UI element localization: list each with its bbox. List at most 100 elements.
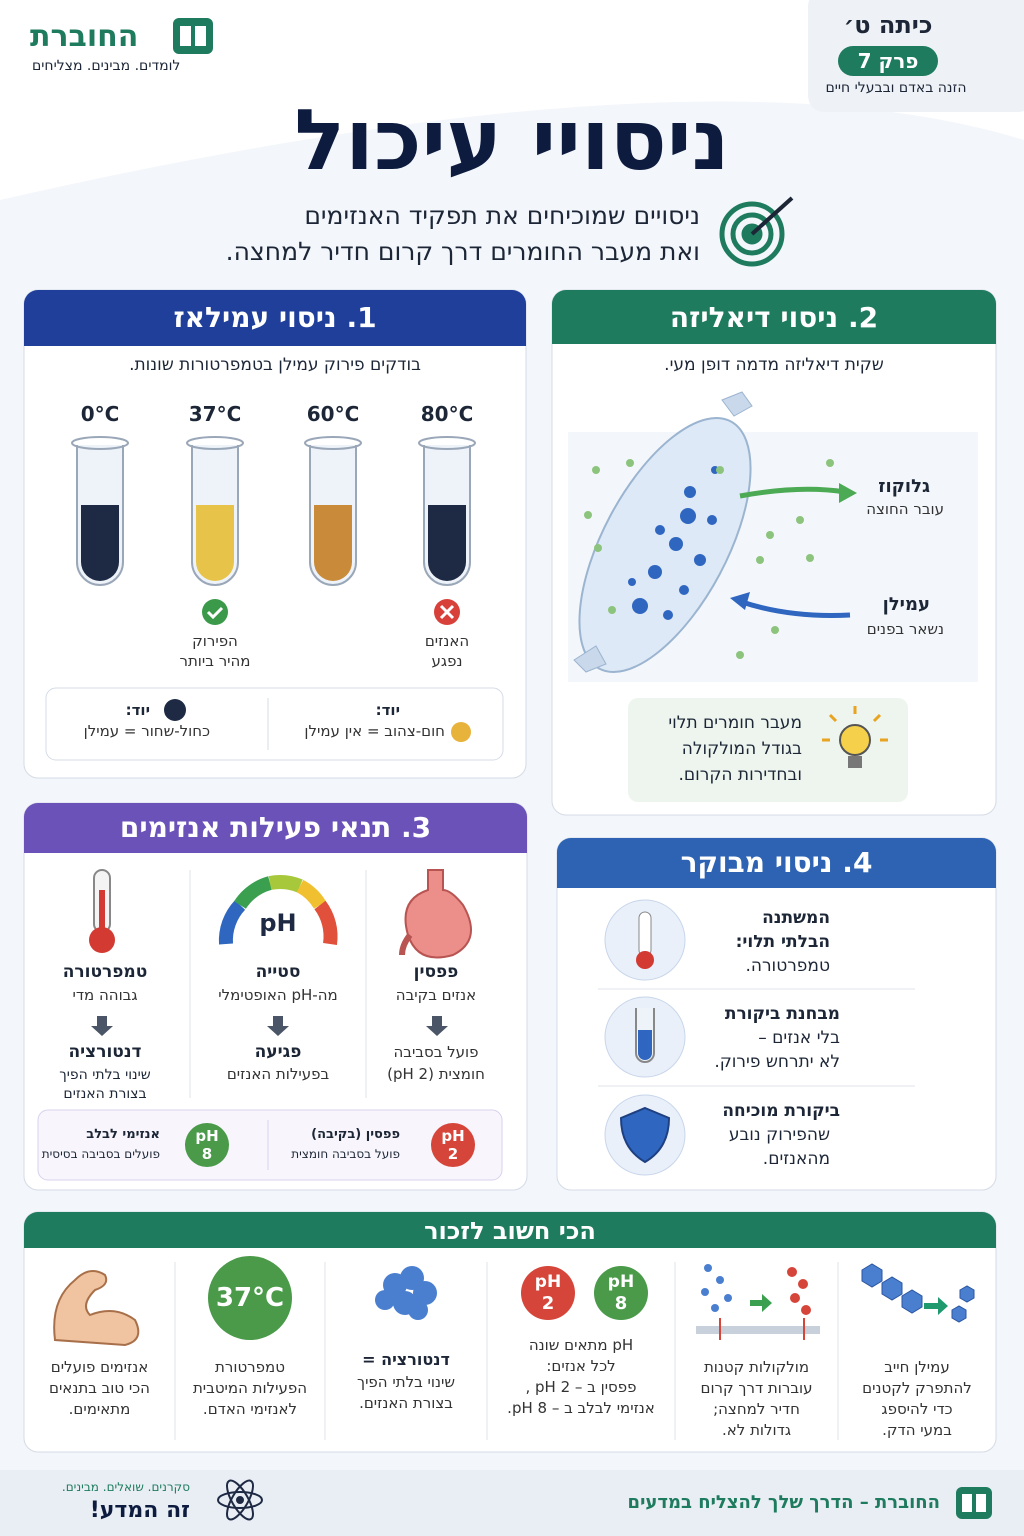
shape (741, 599, 851, 618)
column-name: סטייה (255, 962, 301, 982)
card-conditions (23, 802, 528, 1191)
shape (719, 201, 785, 267)
shape (962, 1494, 986, 1512)
shape (724, 1294, 732, 1302)
item-title: ביקורת מוכיחה (722, 1101, 840, 1121)
item-text: בלי אנזים – (758, 1028, 840, 1048)
shape (716, 1276, 724, 1284)
tube-temp: 37°C (188, 402, 242, 426)
chapter-pill (838, 46, 938, 76)
column-result: בפעילות האנזים (226, 1065, 330, 1083)
shape (796, 516, 804, 524)
summary-item-title: דנטורציה = (362, 1350, 450, 1369)
card-amylase (23, 289, 527, 779)
column-result: פועל בסביבה (393, 1043, 479, 1061)
shape (628, 578, 636, 586)
summary-text: לאנזימי האדם. (202, 1400, 298, 1418)
summary-text: עמילן חייב (884, 1358, 950, 1376)
summary-text: לכל אנזים: (546, 1357, 616, 1375)
shape (431, 1123, 475, 1167)
summary-text: להתפרק לקטנים (862, 1379, 972, 1397)
shape (628, 698, 908, 802)
shape (208, 1256, 292, 1340)
shape (696, 1326, 820, 1334)
summary-text: אנזימים פועלים (50, 1358, 149, 1376)
test-tubes (71, 436, 476, 586)
summary-text: הכי טוב בתנאים (49, 1379, 150, 1397)
badge-title: פפסין (בקיבה) (311, 1127, 400, 1142)
shape (451, 722, 471, 742)
chapter: פרק 7 (857, 49, 919, 73)
shape (787, 1267, 797, 1277)
atom-icon (217, 1479, 263, 1521)
shape (206, 606, 224, 620)
item-title: המשתנה (762, 908, 830, 928)
shape (314, 505, 352, 581)
shape (375, 1266, 437, 1320)
column-desc: אנזים בקיבה (395, 986, 477, 1004)
shape (628, 466, 719, 620)
shape (798, 1279, 808, 1289)
shape (91, 1016, 113, 1036)
shape (684, 486, 696, 498)
card-title: 2. ניסוי דיאליזה (669, 301, 879, 334)
molecule-desc: נשאר בפנים (866, 620, 944, 638)
shape (418, 436, 476, 450)
main-title: ניסויי עיכול (294, 91, 730, 189)
badge-desc: פועל בסביבה חומצית (291, 1147, 400, 1161)
column-desc: מה-pH האופטימלי (218, 986, 338, 1004)
shape (408, 1300, 428, 1320)
shape (584, 511, 592, 519)
badge-icon: pH (441, 1127, 465, 1145)
shape (901, 1289, 923, 1314)
iodine-legend-box (45, 687, 504, 761)
shape (174, 1262, 839, 1440)
shape (663, 610, 673, 620)
shape (521, 1266, 575, 1320)
shape (826, 459, 834, 467)
summary-text: חדיר למחצה; (713, 1400, 800, 1418)
shape (626, 459, 634, 467)
column-name: פפסין (413, 962, 459, 982)
shape (822, 706, 888, 742)
shape (428, 505, 466, 581)
shape (296, 879, 326, 909)
summary-text: כדי להיספג (881, 1400, 953, 1418)
down-arrows (91, 1016, 448, 1036)
shape (951, 1305, 967, 1323)
column-result: שינוי בלתי הפיך (59, 1067, 151, 1083)
target-icon (719, 196, 794, 267)
shape (314, 900, 338, 946)
shape (638, 911, 652, 957)
footer-motto: זה המדע! (89, 1498, 190, 1523)
stomach-icon (399, 869, 472, 959)
card-title: 3. תנאי פעילות אנזימים (119, 811, 432, 844)
dialysis-arrows (730, 483, 857, 618)
card-intro: בודקים פירוק עמילן בטמפרטורות שונות. (129, 355, 421, 375)
shape (787, 1267, 811, 1315)
tip-box (628, 698, 908, 802)
shape (730, 592, 750, 610)
legend-text: כחול-שחור = עמילן (83, 722, 210, 740)
shape (736, 651, 744, 659)
shape (750, 1294, 772, 1312)
legend-text: חום-צהוב = אין עמילן (304, 722, 445, 740)
badge-icon: 8 (201, 1145, 213, 1163)
shape (638, 1030, 652, 1060)
shape (45, 687, 504, 761)
subtitle-line: ואת מעבר החומרים דרך קרום חדיר למחצה. (225, 237, 700, 266)
shape (592, 466, 600, 474)
shape (956, 1487, 992, 1519)
shape (81, 505, 119, 581)
shape (202, 599, 228, 625)
summary-title: הכי חשוב לזכור (424, 1217, 596, 1245)
shape (413, 1281, 437, 1305)
card-controlled (556, 837, 997, 1191)
shape (89, 927, 115, 953)
shape (573, 391, 753, 673)
shape (839, 483, 857, 503)
tube-note: הפירוק (192, 632, 238, 650)
molecule-desc: עובר החוצה (866, 500, 944, 518)
